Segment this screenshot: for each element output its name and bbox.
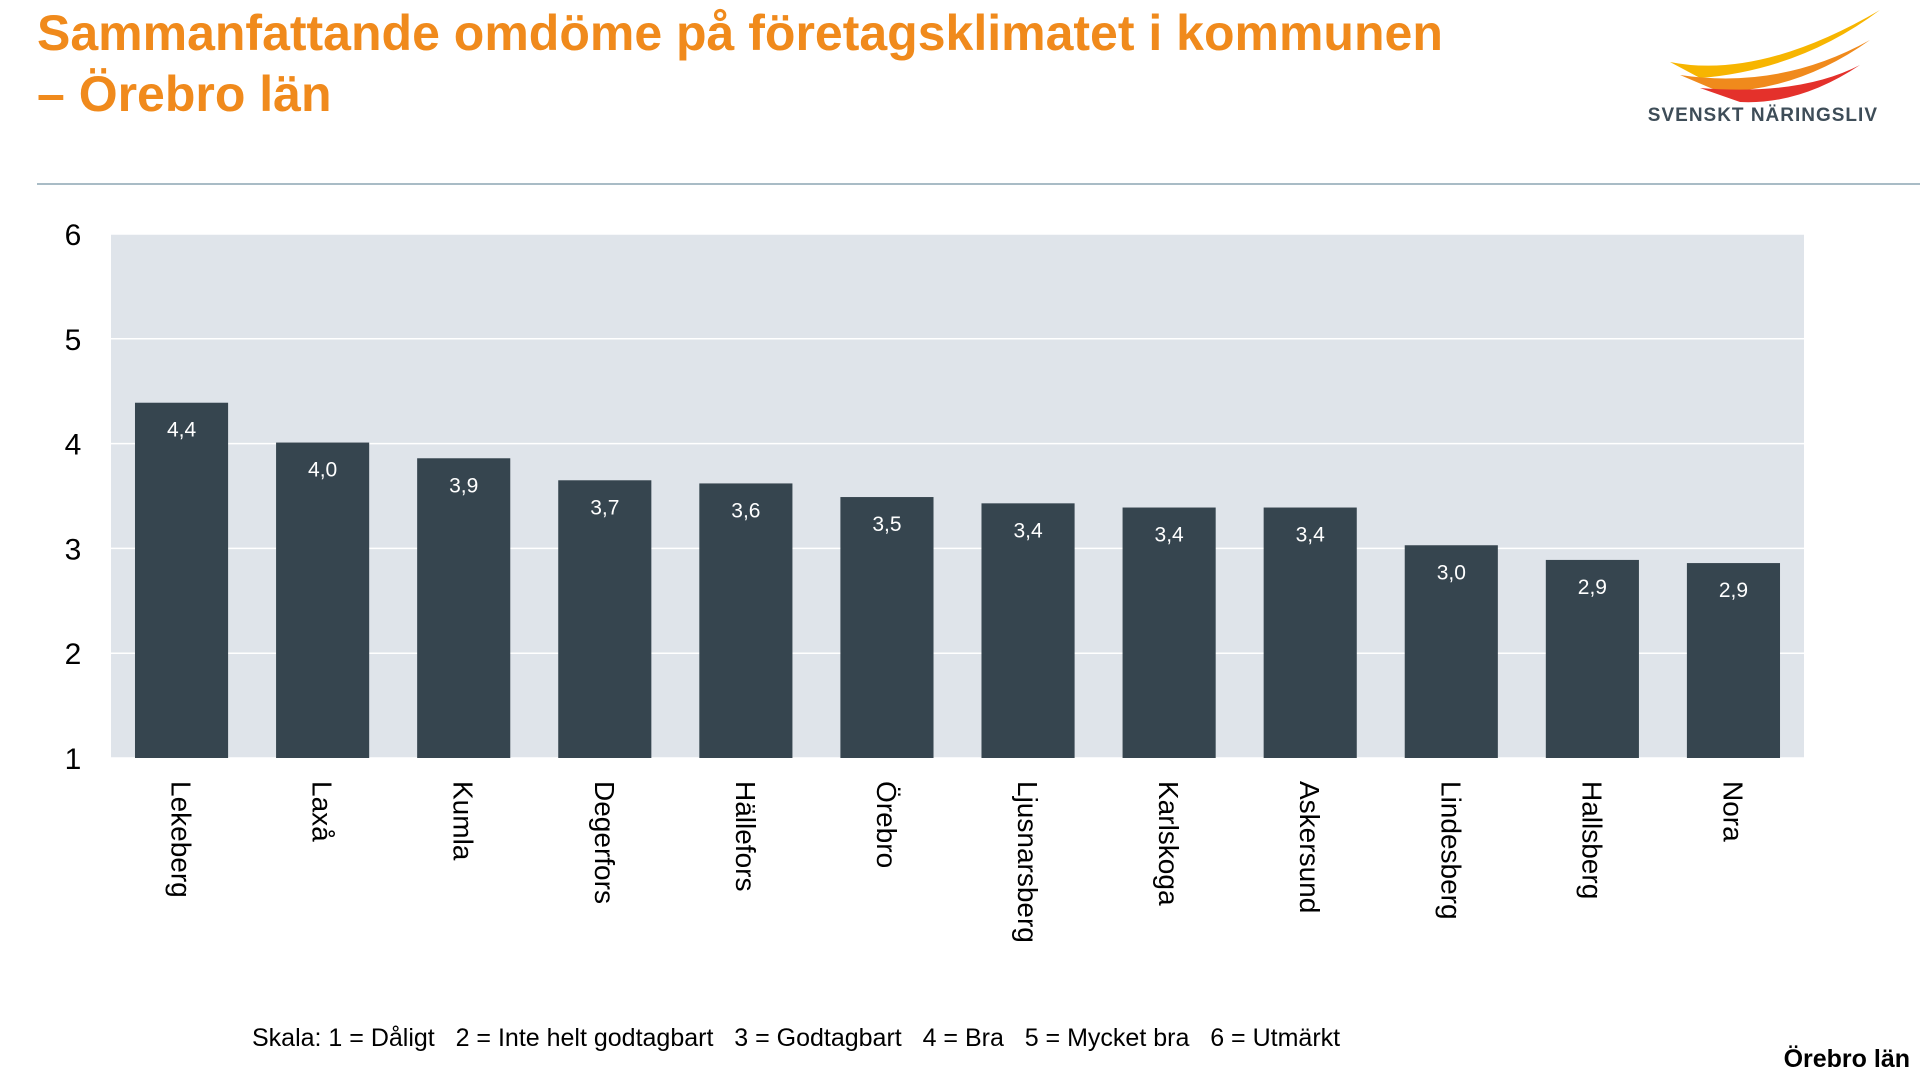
value-label: 4,4 (167, 419, 197, 442)
chart-title: Sammanfattande omdöme på företagsklimate… (37, 5, 1443, 122)
value-label: 3,7 (590, 496, 619, 519)
x-tick-label: Laxå (307, 781, 338, 842)
value-label: 3,4 (1013, 519, 1043, 542)
y-tick-label: 1 (65, 743, 82, 776)
bar (1686, 563, 1781, 758)
logo-text: SVENSKT NÄRINGSLIV (1648, 105, 1878, 126)
bar (276, 442, 370, 758)
x-tick-label: Nora (1717, 781, 1748, 842)
value-label: 3,4 (1296, 524, 1326, 547)
x-tick-label: Degerfors (589, 781, 620, 904)
value-label: 3,0 (1437, 561, 1466, 584)
x-tick-label: Askersund (1294, 781, 1325, 913)
x-tick-label: Örebro (871, 781, 902, 868)
scale-note: Skala: 1 = Dåligt 2 = Inte helt godtagba… (252, 1024, 1340, 1052)
bar (134, 402, 229, 758)
bar (417, 458, 511, 758)
footer: Örebro län (1784, 1044, 1910, 1073)
bar (1545, 559, 1639, 758)
x-tick-label: Hällefors (730, 781, 761, 891)
bar (981, 503, 1075, 758)
x-tick-label: Lekeberg (166, 781, 197, 898)
bar (699, 483, 793, 758)
bar (1263, 507, 1357, 758)
value-label: 3,4 (1155, 524, 1185, 547)
bar (558, 480, 652, 758)
x-tick-label: Karlskoga (1153, 781, 1184, 906)
y-tick-label: 6 (65, 219, 82, 252)
y-tick-label: 5 (65, 324, 82, 357)
value-label: 3,9 (449, 474, 478, 497)
bar (1404, 545, 1498, 758)
bar (1122, 507, 1216, 758)
value-label: 2,9 (1578, 576, 1607, 599)
value-label: 3,6 (731, 499, 760, 522)
value-label: 4,0 (308, 459, 337, 482)
logo-bird (1670, 10, 1880, 103)
x-tick-label: Kumla (448, 781, 479, 861)
x-tick-label: Hallsberg (1576, 781, 1607, 899)
x-tick-label: Lindesberg (1435, 781, 1466, 920)
y-tick-label: 4 (65, 429, 82, 462)
y-tick-label: 2 (65, 638, 82, 671)
value-label: 3,5 (872, 513, 901, 536)
y-tick-label: 3 (65, 533, 82, 566)
value-label: 2,9 (1719, 579, 1748, 602)
x-tick-label: Ljusnarsberg (1012, 781, 1043, 943)
bar (840, 497, 934, 758)
plot-area (111, 234, 1804, 758)
